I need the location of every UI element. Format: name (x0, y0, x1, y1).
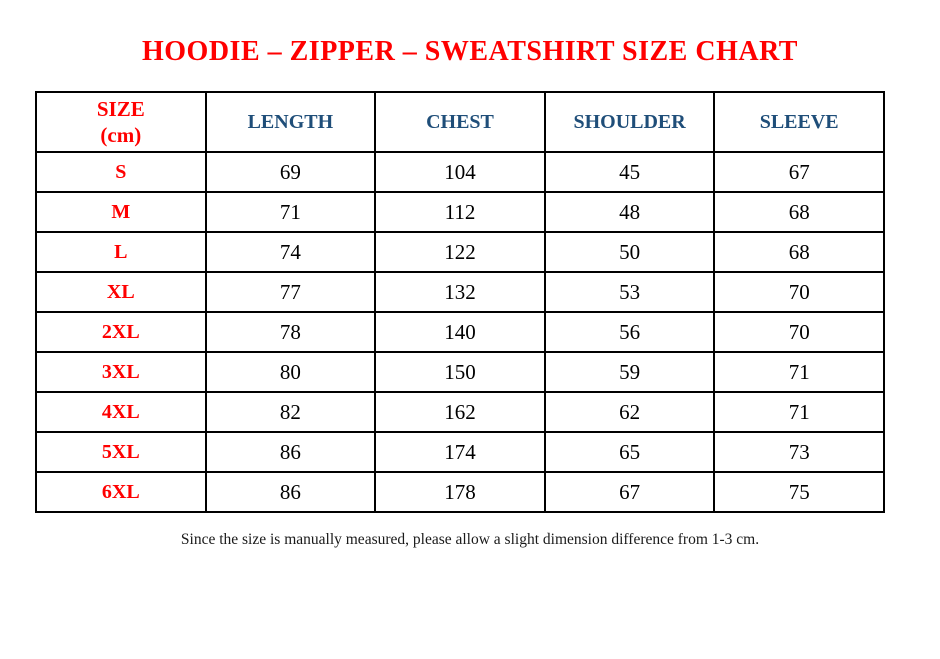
length-value-cell: 77 (204, 271, 377, 313)
shoulder-value-cell: 48 (543, 191, 716, 233)
table-row-3xl: 3XL 80 150 59 71 (35, 351, 885, 393)
chest-value-cell: 150 (374, 351, 546, 393)
column-header-shoulder: SHOULDER (543, 91, 716, 153)
table-header-row: SIZE (cm) LENGTH CHEST SHOULDER SLEEVE (35, 91, 885, 153)
sleeve-value-cell: 70 (713, 311, 885, 353)
sleeve-value-cell: 68 (713, 191, 885, 233)
size-chart-table-head: SIZE (cm) LENGTH CHEST SHOULDER SLEEVE (35, 91, 885, 153)
shoulder-value-cell: 45 (543, 151, 716, 193)
length-value-cell: 78 (204, 311, 377, 353)
size-chart-table: SIZE (cm) LENGTH CHEST SHOULDER SLEEVE S 69 10… (35, 91, 885, 513)
shoulder-value-cell: 62 (543, 391, 716, 433)
shoulder-value-cell: 53 (543, 271, 716, 313)
shoulder-value-cell: 56 (543, 311, 716, 353)
length-value-cell: 86 (204, 431, 377, 473)
shoulder-value-cell: 59 (543, 351, 716, 393)
length-value-cell: 69 (204, 151, 377, 193)
sleeve-value-cell: 70 (713, 271, 885, 313)
length-value-cell: 74 (204, 231, 377, 273)
table-row-m: M 71 112 48 68 (35, 191, 885, 233)
table-row-6xl: 6XL 86 178 67 75 (35, 471, 885, 513)
size-label-cell: 2XL (35, 311, 207, 353)
column-header-sleeve: SLEEVE (713, 91, 885, 153)
size-chart-table-body: S 69 104 45 67 M 71 112 48 68 L 74 122 50 68 XL 77 132 53 7… (35, 151, 885, 513)
table-row-xl: XL 77 132 53 70 (35, 271, 885, 313)
size-label-cell: L (35, 231, 207, 273)
column-header-size: SIZE (cm) (35, 91, 207, 153)
shoulder-value-cell: 67 (543, 471, 716, 513)
size-label-cell: XL (35, 271, 207, 313)
chest-value-cell: 162 (374, 391, 546, 433)
shoulder-value-cell: 65 (543, 431, 716, 473)
table-row-s: S 69 104 45 67 (35, 151, 885, 193)
sleeve-value-cell: 68 (713, 231, 885, 273)
size-label-cell: 4XL (35, 391, 207, 433)
chest-value-cell: 140 (374, 311, 546, 353)
sleeve-value-cell: 71 (713, 391, 885, 433)
length-value-cell: 71 (204, 191, 377, 233)
chest-value-cell: 104 (374, 151, 546, 193)
length-value-cell: 86 (204, 471, 377, 513)
size-label-cell: 3XL (35, 351, 207, 393)
sleeve-value-cell: 73 (713, 431, 885, 473)
measurement-disclaimer: Since the size is manually measured, ple… (180, 531, 760, 548)
length-value-cell: 82 (204, 391, 377, 433)
table-row-4xl: 4XL 82 162 62 71 (35, 391, 885, 433)
column-header-length: LENGTH (204, 91, 377, 153)
sleeve-value-cell: 75 (713, 471, 885, 513)
size-label-cell: M (35, 191, 207, 233)
chest-value-cell: 122 (374, 231, 546, 273)
size-label-cell: S (35, 151, 207, 193)
shoulder-value-cell: 50 (543, 231, 716, 273)
chest-value-cell: 174 (374, 431, 546, 473)
table-row-2xl: 2XL 78 140 56 70 (35, 311, 885, 353)
table-row-l: L 74 122 50 68 (35, 231, 885, 273)
size-label-cell: 5XL (35, 431, 207, 473)
top-dot-mark: . (478, 42, 481, 53)
sleeve-value-cell: 67 (713, 151, 885, 193)
chest-value-cell: 112 (374, 191, 546, 233)
sleeve-value-cell: 71 (713, 351, 885, 393)
table-row-5xl: 5XL 86 174 65 73 (35, 431, 885, 473)
length-value-cell: 80 (204, 351, 377, 393)
size-label-cell: 6XL (35, 471, 207, 513)
page-title: HOODIE – ZIPPER – SWEATSHIRT SIZE CHART (142, 36, 798, 67)
column-header-chest: CHEST (374, 91, 546, 153)
chest-value-cell: 178 (374, 471, 546, 513)
chest-value-cell: 132 (374, 271, 546, 313)
